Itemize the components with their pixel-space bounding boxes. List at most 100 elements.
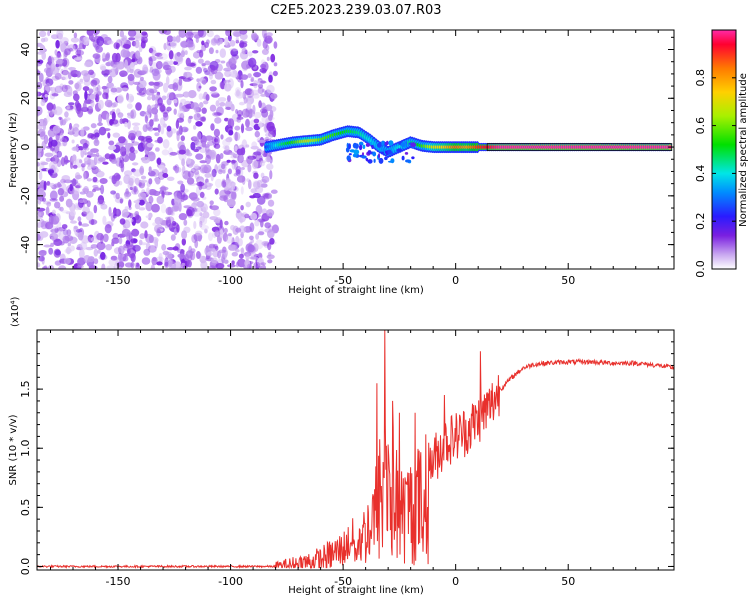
- noise-cell: [75, 174, 83, 180]
- noise-cell: [132, 185, 138, 193]
- noise-cell: [240, 167, 245, 170]
- signal-speckle: [348, 153, 352, 156]
- noise-cell: [43, 244, 52, 248]
- noise-cell: [139, 167, 144, 174]
- noise-cell: [54, 249, 61, 256]
- noise-cell: [71, 139, 75, 144]
- noise-cell: [260, 150, 264, 155]
- noise-cell: [203, 164, 212, 174]
- noise-cell: [82, 126, 90, 131]
- noise-cell: [53, 145, 60, 154]
- noise-cell: [198, 93, 204, 100]
- signal-speckle: [387, 149, 392, 155]
- noise-cell: [151, 50, 157, 57]
- noise-cell: [145, 243, 151, 251]
- snr-y-ticks: 0.0 0.5 1.0 1.5: [19, 329, 674, 575]
- noise-cell: [190, 102, 200, 110]
- noise-cell: [114, 208, 122, 217]
- noise-cell: [168, 50, 174, 60]
- colorbar-ticks: 0.0 0.2 0.4 0.6 0.8: [694, 69, 736, 278]
- noise-cell: [247, 163, 252, 173]
- noise-cell: [123, 174, 131, 185]
- noise-cell: [217, 169, 223, 175]
- snr-y-multiplier: (x10⁴): [10, 296, 21, 327]
- signal-speckle: [381, 140, 385, 146]
- noise-cell: [105, 62, 112, 67]
- noise-cell: [231, 190, 237, 201]
- noise-cell: [163, 42, 167, 51]
- noise-cell: [127, 73, 135, 82]
- y-tick-label: 0: [19, 144, 32, 151]
- noise-cell: [150, 169, 160, 177]
- noise-cell: [203, 68, 208, 73]
- noise-cell: [119, 118, 124, 125]
- noise-cell: [61, 84, 68, 93]
- noise-cell: [110, 190, 116, 195]
- noise-cell: [266, 84, 275, 94]
- noise-cell: [247, 244, 255, 253]
- noise-cell: [103, 233, 109, 243]
- noise-cell: [45, 77, 50, 83]
- noise-cell: [83, 156, 91, 164]
- noise-cell: [225, 106, 232, 110]
- noise-cell: [117, 252, 123, 262]
- noise-cell: [206, 182, 210, 186]
- noise-cell: [154, 216, 162, 225]
- noise-cell: [233, 173, 238, 177]
- noise-cell: [241, 60, 250, 70]
- noise-cell: [240, 74, 249, 80]
- noise-cell: [37, 70, 41, 74]
- noise-cell: [215, 153, 221, 164]
- noise-cell: [148, 166, 152, 173]
- noise-cell: [66, 246, 71, 255]
- noise-cell: [204, 228, 208, 234]
- noise-cell: [159, 53, 168, 61]
- noise-cell: [156, 157, 162, 165]
- noise-cell: [202, 164, 211, 173]
- noise-cell: [96, 241, 106, 251]
- noise-cell: [112, 232, 120, 240]
- noise-cell: [160, 105, 166, 112]
- noise-cell: [214, 230, 221, 238]
- noise-cell: [85, 211, 94, 221]
- noise-cell: [107, 75, 113, 83]
- noise-cell: [162, 111, 168, 118]
- noise-cell: [96, 152, 100, 158]
- noise-cell: [113, 247, 122, 255]
- noise-cell: [82, 36, 90, 46]
- noise-cell: [158, 164, 166, 171]
- noise-cell: [127, 180, 134, 190]
- noise-cell: [124, 121, 128, 128]
- noise-cell: [204, 70, 211, 76]
- noise-cell: [117, 261, 125, 269]
- noise-cell: [245, 253, 250, 261]
- noise-cell: [229, 152, 236, 156]
- noise-cell: [178, 125, 183, 135]
- noise-cell: [219, 48, 226, 58]
- y-tick-label: 20: [19, 91, 32, 105]
- noise-cell: [199, 160, 207, 164]
- noise-cell: [243, 96, 248, 104]
- noise-cell: [73, 188, 80, 195]
- noise-cell: [195, 37, 199, 43]
- noise-cell: [160, 185, 167, 195]
- noise-cell: [165, 216, 171, 220]
- noise-cell: [253, 261, 261, 269]
- noise-cell: [186, 209, 193, 217]
- noise-cell: [141, 136, 148, 142]
- noise-cell: [107, 132, 111, 139]
- noise-cell: [210, 172, 214, 182]
- noise-cell: [73, 93, 80, 102]
- noise-cell: [44, 94, 48, 98]
- noise-cell: [45, 82, 51, 92]
- noise-cell: [251, 141, 258, 149]
- noise-cell: [90, 244, 98, 249]
- noise-cell: [79, 36, 84, 46]
- noise-cell: [144, 230, 148, 239]
- noise-cell: [236, 208, 241, 214]
- noise-cell: [198, 102, 204, 108]
- noise-cell: [124, 194, 130, 199]
- signal-speckle: [411, 156, 415, 160]
- noise-cell: [79, 78, 84, 83]
- noise-cell: [245, 126, 254, 132]
